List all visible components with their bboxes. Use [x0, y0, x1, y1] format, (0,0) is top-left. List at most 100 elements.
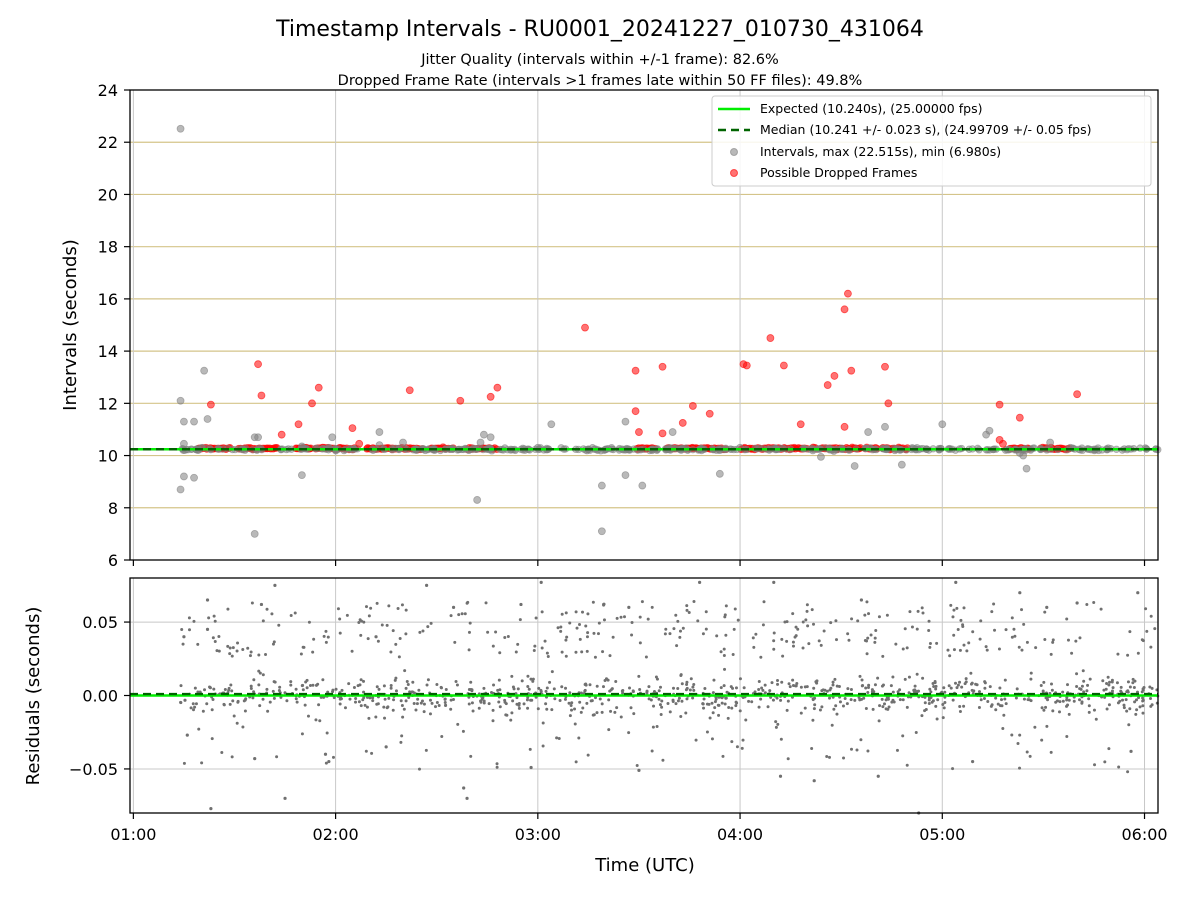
- residual-point: [482, 686, 486, 690]
- residual-point: [735, 745, 739, 749]
- residual-point: [877, 615, 881, 619]
- residual-point: [629, 706, 633, 710]
- residual-point: [866, 749, 870, 753]
- residual-point: [687, 611, 691, 615]
- residual-point: [367, 716, 371, 720]
- residual-point: [531, 677, 535, 681]
- residual-point: [615, 616, 619, 620]
- residual-point: [778, 774, 783, 778]
- dropped-frame-point: [277, 430, 286, 439]
- residual-point: [506, 635, 510, 639]
- residual-point: [469, 688, 473, 692]
- residual-point: [375, 601, 379, 605]
- residual-point: [570, 708, 574, 712]
- residual-point: [901, 647, 905, 651]
- residual-point: [246, 646, 250, 650]
- residual-point: [546, 654, 550, 658]
- residual-point: [277, 623, 281, 627]
- residual-point: [881, 654, 885, 658]
- residual-point: [705, 702, 709, 706]
- residual-point: [1049, 750, 1053, 754]
- residual-point: [992, 602, 996, 606]
- residual-point: [630, 621, 634, 625]
- residual-point: [517, 706, 521, 710]
- residual-point: [358, 683, 362, 687]
- chart-subtitle-dropped: Dropped Frame Rate (intervals >1 frames …: [338, 73, 863, 89]
- residual-point: [993, 628, 997, 632]
- residual-point: [444, 688, 448, 692]
- residual-point: [983, 686, 987, 690]
- residual-point: [443, 697, 447, 701]
- interval-point: [850, 462, 859, 470]
- residual-point: [977, 705, 981, 709]
- residual-point: [180, 627, 184, 631]
- residual-point: [958, 680, 962, 684]
- residuals-y-axis-label: Residuals (seconds): [23, 607, 44, 786]
- residual-point: [533, 644, 537, 648]
- residual-point: [362, 620, 366, 624]
- interval-point: [547, 420, 556, 429]
- residual-point: [761, 688, 765, 692]
- interval-point: [864, 428, 873, 436]
- residual-point: [306, 714, 310, 718]
- residual-point: [303, 703, 307, 707]
- residual-point: [812, 622, 816, 626]
- residual-point: [753, 690, 757, 694]
- residual-point: [685, 683, 689, 687]
- residual-point: [338, 631, 342, 635]
- residual-point: [812, 686, 816, 690]
- residual-point: [249, 650, 253, 654]
- residual-point: [873, 636, 877, 640]
- residual-point: [456, 722, 460, 726]
- residual-point: [343, 706, 347, 710]
- residual-point: [304, 680, 308, 684]
- residual-point: [601, 650, 605, 654]
- intervals-y-ticks: 6 8 10 12 14 16 18 20 22 24: [98, 81, 130, 570]
- residual-point: [1075, 672, 1079, 676]
- residual-point: [785, 708, 789, 712]
- residual-point: [876, 676, 880, 680]
- dropped-frame-point: [847, 366, 856, 375]
- residual-point: [444, 703, 448, 707]
- residual-point: [647, 697, 651, 701]
- residual-point: [1105, 707, 1109, 711]
- residual-point: [598, 697, 602, 701]
- dropped-frame-point: [348, 424, 357, 433]
- interval-point: [938, 420, 947, 429]
- residual-point: [952, 608, 956, 612]
- residual-point: [757, 679, 761, 683]
- residual-point: [491, 708, 495, 712]
- residual-point: [1065, 704, 1069, 708]
- residual-point: [834, 619, 838, 623]
- residual-point: [541, 721, 545, 725]
- residual-point: [865, 652, 869, 656]
- residual-point: [563, 697, 567, 701]
- residual-point: [835, 684, 839, 688]
- dropped-frame-point: [678, 419, 687, 427]
- residual-point: [702, 706, 706, 710]
- residual-point: [1000, 698, 1004, 702]
- residual-point: [949, 603, 953, 607]
- interval-point: [621, 471, 630, 480]
- interval-point: [638, 481, 647, 490]
- residual-point: [747, 699, 751, 703]
- residuals-y-ticks: −0.05 0.00 0.05: [69, 613, 130, 779]
- residual-point: [293, 611, 297, 615]
- residual-point: [394, 642, 398, 646]
- residual-point: [467, 630, 471, 634]
- residual-point: [1131, 681, 1135, 685]
- dropped-frame-point: [493, 383, 502, 392]
- residual-point: [1004, 628, 1008, 632]
- residual-point: [595, 684, 599, 688]
- residual-point: [600, 710, 604, 714]
- residual-point: [1079, 687, 1083, 691]
- residual-point: [394, 689, 398, 693]
- residual-point: [1149, 614, 1153, 618]
- residual-point: [977, 690, 981, 694]
- residual-point: [1003, 678, 1007, 682]
- residual-point: [894, 642, 898, 646]
- residual-point: [1082, 690, 1086, 694]
- residual-point: [719, 650, 723, 654]
- residual-point: [1144, 607, 1148, 611]
- residual-point: [462, 786, 466, 790]
